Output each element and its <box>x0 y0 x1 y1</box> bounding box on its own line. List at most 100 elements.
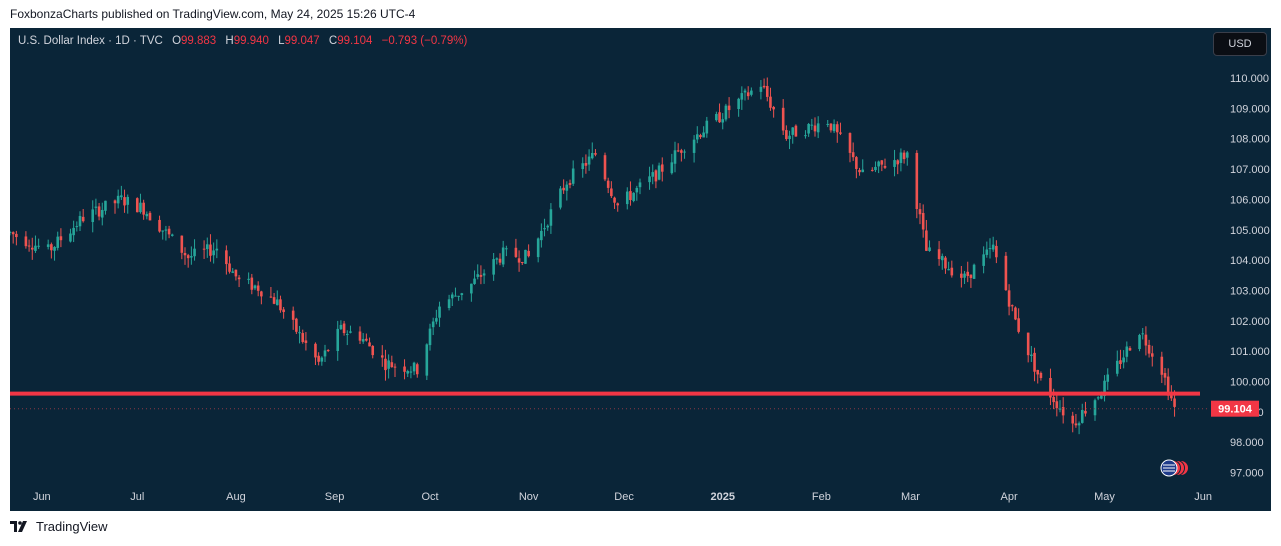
candle-body <box>1173 398 1176 407</box>
symbol-title[interactable]: U.S. Dollar Index · 1D · TVC <box>18 35 163 47</box>
candle-body <box>839 132 842 134</box>
candle-body <box>183 253 187 256</box>
price-chart[interactable]: 97.00098.00099.000100.000101.000102.0001… <box>10 28 1271 511</box>
candle-body <box>380 355 384 358</box>
candle-body <box>186 255 190 259</box>
candle-body <box>479 274 483 277</box>
candle-body <box>813 125 817 132</box>
candle-body <box>100 209 104 218</box>
candle-body <box>291 310 295 320</box>
candle-body <box>594 153 597 155</box>
candle-body <box>606 180 610 188</box>
candle-body <box>1058 408 1062 410</box>
candle-body <box>880 160 884 165</box>
candle-body <box>72 227 75 236</box>
candle-body <box>1170 394 1173 399</box>
candle-body <box>1080 410 1084 423</box>
candle-body <box>584 163 588 166</box>
candle-body <box>46 244 50 247</box>
last-price-tag <box>1211 400 1259 417</box>
x-tick-label: Mar <box>901 491 920 503</box>
candle-body <box>514 247 518 257</box>
candle-body <box>902 152 906 160</box>
candle-body <box>571 168 575 184</box>
y-tick-label: 109.000 <box>1230 103 1270 115</box>
candle-body <box>651 172 655 177</box>
x-tick-label: Jun <box>1194 491 1212 503</box>
candle-body <box>482 273 486 276</box>
candle-body <box>323 350 327 357</box>
candle-body <box>724 105 728 120</box>
candle-body <box>937 249 941 260</box>
candle-body <box>104 200 107 211</box>
candle-body <box>851 152 855 158</box>
candle-body <box>1122 357 1125 363</box>
candle-body <box>870 169 874 171</box>
candle-body <box>145 213 149 217</box>
tradingview-logo-icon[interactable] <box>10 520 30 533</box>
candle-body <box>209 244 212 256</box>
candle-body <box>91 209 95 223</box>
candle-body <box>231 271 235 273</box>
candle-body <box>772 107 775 110</box>
candle-body <box>425 344 429 376</box>
candle-body <box>1163 373 1167 378</box>
candle-body <box>721 119 725 123</box>
candle-body <box>113 200 117 204</box>
y-tick-label: 102.000 <box>1230 316 1270 328</box>
candle-body <box>428 328 432 346</box>
candle-body <box>785 130 788 140</box>
candle-body <box>657 165 661 180</box>
candle-body <box>97 206 101 217</box>
candle-body <box>135 198 139 213</box>
candle-body <box>877 161 880 167</box>
candle-body <box>1014 307 1017 320</box>
candle-body <box>295 318 298 332</box>
candle-body <box>1093 400 1097 416</box>
candle-body <box>365 338 368 341</box>
x-tick-label: Sep <box>325 491 345 503</box>
candle-body <box>10 231 12 233</box>
candle-body <box>384 358 387 371</box>
footer-brand[interactable]: TradingView <box>36 519 108 534</box>
candle-body <box>746 92 750 97</box>
candle-body <box>164 229 168 231</box>
candle-body <box>1096 397 1100 399</box>
candle-body <box>1103 380 1106 396</box>
candle-body <box>212 250 215 256</box>
candle-body <box>1010 305 1014 307</box>
candle-body <box>234 269 238 277</box>
candle-body <box>759 86 763 92</box>
candle-body <box>1125 346 1129 357</box>
candle-body <box>56 236 60 248</box>
candle-body <box>116 195 120 204</box>
candle-body <box>27 245 31 247</box>
candle-body <box>215 248 219 251</box>
candle-body <box>616 203 620 206</box>
candle-body <box>947 269 950 271</box>
candle-body <box>1084 410 1087 414</box>
candle-body <box>673 150 677 164</box>
candle-body <box>15 233 18 238</box>
x-tick-label: Dec <box>614 491 634 503</box>
candle-body <box>540 230 543 241</box>
chart-panel[interactable]: 97.00098.00099.000100.000101.000102.0001… <box>10 28 1271 511</box>
candle-body <box>921 212 925 230</box>
candle-body <box>30 247 34 250</box>
candle-body <box>126 196 130 205</box>
candle-body <box>925 230 928 251</box>
candle-body <box>603 155 607 180</box>
candle-body <box>1017 318 1020 332</box>
candle-body <box>180 235 184 253</box>
candle-body <box>361 339 365 342</box>
candle-body <box>944 257 947 269</box>
candle-body <box>1119 360 1122 365</box>
currency-button[interactable]: USD <box>1213 32 1267 56</box>
x-tick-label: Jun <box>33 491 51 503</box>
candle-body <box>638 182 642 188</box>
candle-body <box>193 248 196 257</box>
candle-body <box>1138 334 1141 350</box>
x-tick-label: Nov <box>519 491 539 503</box>
candle-body <box>495 258 499 260</box>
candle-body <box>1055 401 1059 409</box>
